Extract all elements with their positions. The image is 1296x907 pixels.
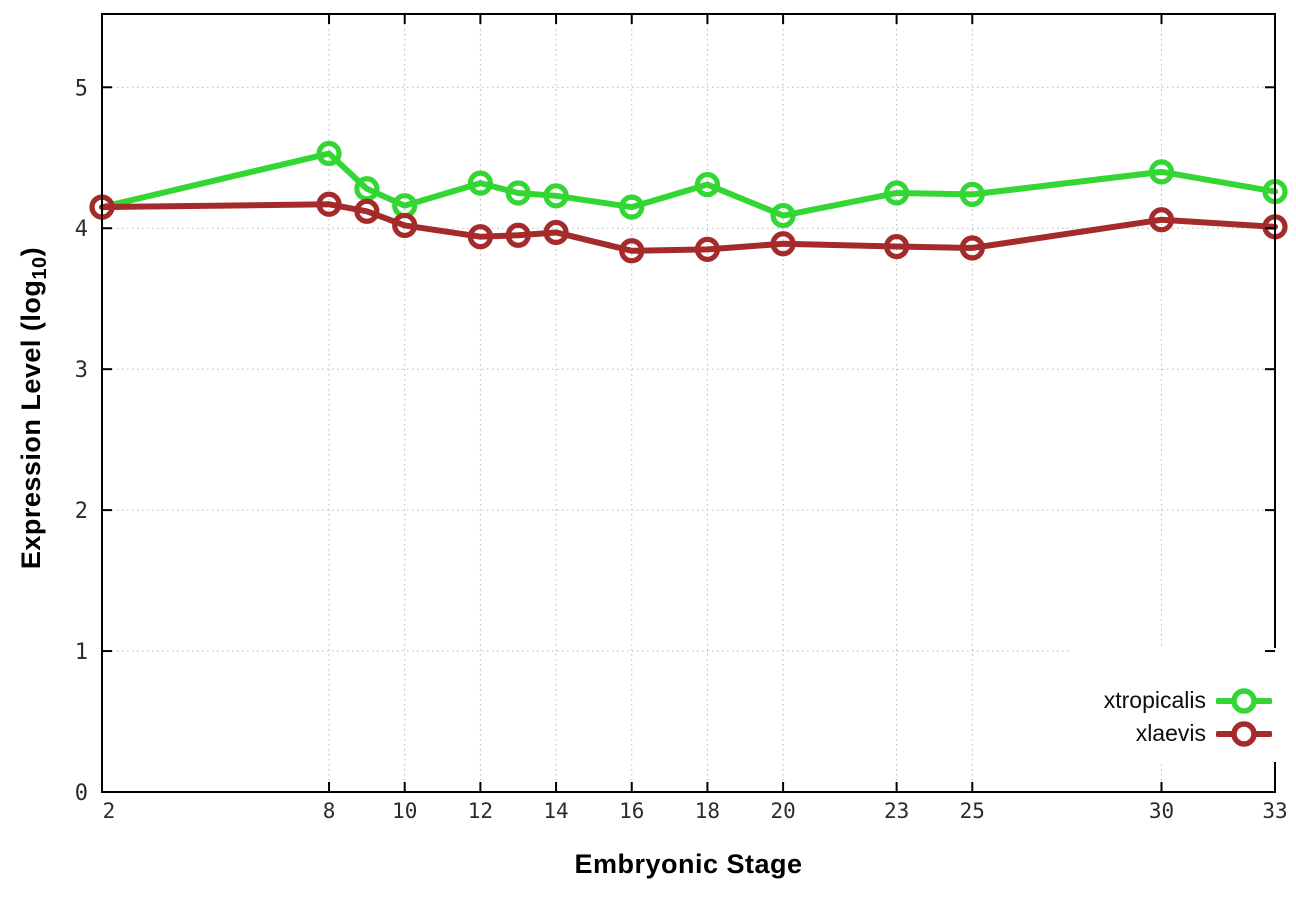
data-point-marker-xtropicalis (543, 183, 569, 209)
legend-marker-icon (1216, 720, 1272, 747)
data-point-marker-xtropicalis (467, 170, 493, 196)
x-tick-label: 33 (1262, 799, 1287, 823)
y-tick-label: 5 (75, 76, 88, 101)
data-point-marker-xtropicalis (884, 180, 910, 206)
x-tick-label: 18 (695, 799, 720, 823)
data-point-marker-xlaevis (694, 236, 721, 262)
y-axis-title-close: ) (16, 246, 46, 257)
legend-label: xlaevis (1135, 720, 1206, 746)
x-tick-label: 16 (619, 799, 644, 823)
y-tick-label: 4 (75, 217, 88, 242)
y-tick-label: 0 (75, 781, 88, 806)
data-point-marker-xlaevis (354, 198, 380, 224)
data-point-marker-xtropicalis (959, 181, 985, 208)
x-tick-label: 12 (468, 799, 493, 823)
legend-item-xtropicalis: xtropicalis (1104, 684, 1272, 717)
series-line-xtropicalis (99, 150, 1278, 219)
data-point-marker-xtropicalis (694, 171, 721, 198)
legend-marker-icon (1216, 687, 1272, 714)
x-tick-label: 23 (884, 799, 909, 823)
data-point-marker-xlaevis (467, 224, 493, 250)
data-point-marker-xtropicalis (619, 194, 645, 220)
data-point-marker-xlaevis (505, 222, 531, 248)
y-axis-title-text: Expression Level (log (16, 279, 46, 570)
series-line-xlaevis (99, 201, 1278, 254)
x-tick-label: 2 (103, 799, 116, 823)
x-tick-label: 8 (323, 799, 336, 823)
data-point-marker-xlaevis (392, 212, 418, 239)
plot-border (101, 13, 1276, 793)
y-tick-label: 1 (75, 640, 88, 665)
data-point-marker-xlaevis (959, 235, 985, 261)
data-point-marker-xlaevis (543, 219, 569, 246)
y-tick-label: 2 (75, 499, 88, 524)
data-point-marker-xlaevis (619, 238, 645, 264)
y-tick-label: 3 (75, 358, 88, 383)
x-axis-title: Embryonic Stage (574, 849, 803, 879)
x-tick-label: 25 (960, 799, 985, 823)
data-point-marker-xlaevis (884, 233, 910, 260)
data-point-marker-xlaevis (316, 191, 342, 217)
legend-item-xlaevis: xlaevis (1136, 717, 1272, 750)
y-axis-title: Expression Level (log10) (16, 128, 52, 688)
data-point-marker-xlaevis (1148, 207, 1175, 233)
data-point-marker-xtropicalis (1148, 159, 1175, 185)
legend: xtropicalis xlaevis (1104, 684, 1272, 750)
data-point-marker-xtropicalis (316, 140, 342, 167)
data-point-marker-xtropicalis (770, 202, 796, 229)
x-tick-label: 10 (392, 799, 417, 823)
x-tick-label: 14 (543, 799, 568, 823)
data-point-marker-xtropicalis (505, 180, 531, 206)
x-tick-label: 30 (1149, 799, 1174, 823)
x-tick-label: 20 (770, 799, 795, 823)
legend-label: xtropicalis (1103, 687, 1206, 713)
data-point-marker-xlaevis (770, 231, 796, 257)
y-axis-title-subscript: 10 (29, 256, 51, 280)
